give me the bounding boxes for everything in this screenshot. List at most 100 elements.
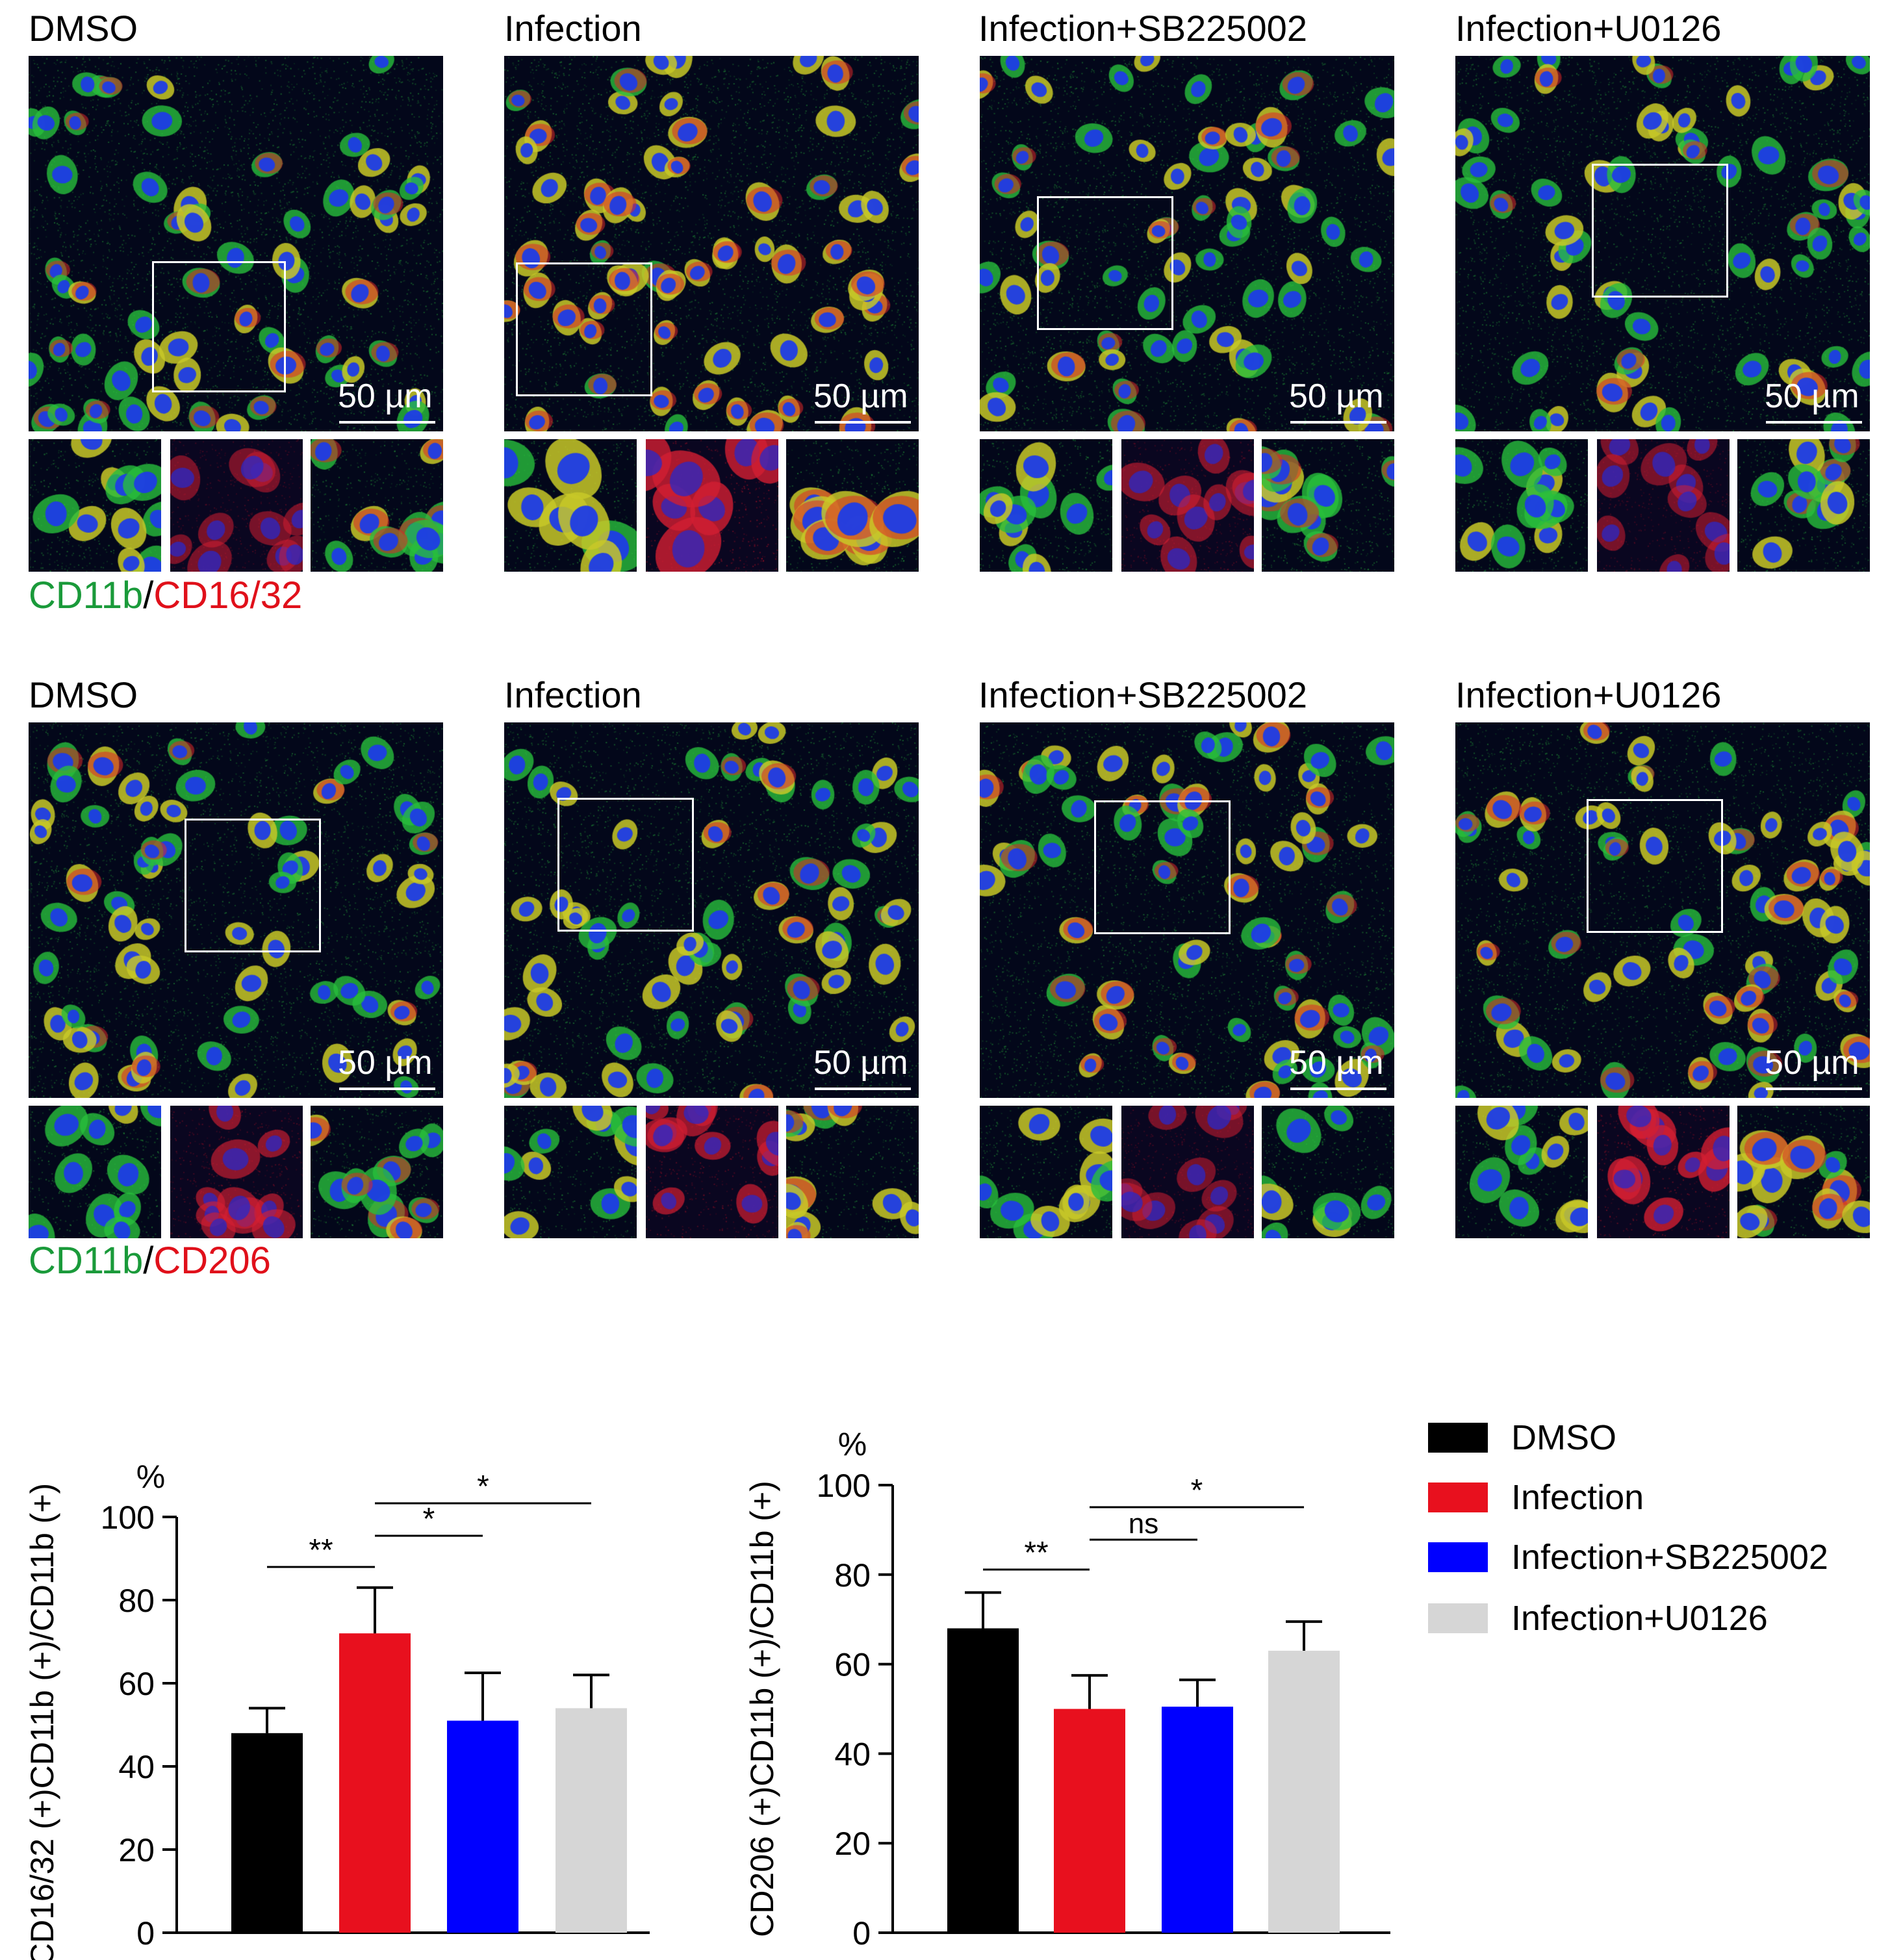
- inset-merged: [786, 1106, 919, 1238]
- inset-green-channel: [1455, 439, 1588, 572]
- stain-label-separator: /: [143, 574, 154, 617]
- scale-bar: [339, 1088, 435, 1090]
- bar-dmso: [231, 1733, 303, 1933]
- scale-bar-label: 50 µm: [1765, 377, 1859, 415]
- legend-swatch-infection-u0126: [1428, 1603, 1488, 1633]
- y-tick-label: 100: [101, 1499, 155, 1536]
- y-tick-label: 0: [136, 1915, 155, 1952]
- inset-green-channel: [504, 1106, 637, 1238]
- panel-title-infection-u0126: Infection+U0126: [1455, 674, 1722, 715]
- inset-red-channel: [170, 439, 303, 572]
- inset-red-channel: [646, 439, 778, 572]
- bar-dmso: [947, 1628, 1019, 1933]
- y-axis-title: CD16/32 (+)CD11b (+)/CD11b (+): [24, 1483, 60, 1960]
- panel-title-infection-u0126: Infection+U0126: [1455, 8, 1722, 49]
- panel-title-dmso: DMSO: [29, 674, 138, 715]
- inset-region-box: [516, 262, 652, 396]
- significance-label: ns: [1129, 1508, 1158, 1540]
- significance-label: **: [309, 1533, 333, 1568]
- y-tick-label: 60: [834, 1647, 871, 1683]
- inset-region-box: [152, 261, 286, 392]
- bar-infection-u0126: [556, 1708, 627, 1933]
- y-tick-label: 0: [852, 1915, 871, 1952]
- panel-title-infection-sb225002: Infection+SB225002: [978, 8, 1307, 49]
- scale-bar-label: 50 µm: [1289, 1044, 1384, 1082]
- inset-region-box: [185, 819, 321, 952]
- legend-swatch-infection: [1428, 1483, 1488, 1512]
- scale-bar-label: 50 µm: [813, 1044, 908, 1082]
- y-tick-label: 20: [118, 1832, 155, 1868]
- stain-label-red: CD206: [153, 1240, 271, 1282]
- micrograph-dmso: 50 µm: [29, 56, 443, 431]
- y-tick-label: 60: [118, 1666, 155, 1702]
- inset-region-box: [1592, 164, 1728, 298]
- inset-green-channel: [1455, 1106, 1588, 1238]
- inset-merged: [1737, 1106, 1870, 1238]
- bar-infection-u0126: [1268, 1650, 1340, 1933]
- inset-red-channel: [1597, 439, 1730, 572]
- stain-label: CD11b/CD206: [29, 1242, 271, 1280]
- legend-label-infection: Infection: [1511, 1478, 1644, 1517]
- inset-green-channel: [504, 439, 637, 572]
- legend-label-infection-sb225002: Infection+SB225002: [1511, 1538, 1828, 1577]
- inset-red-channel: [1121, 1106, 1254, 1238]
- inset-green-channel: [980, 439, 1112, 572]
- scale-bar: [1290, 1088, 1386, 1090]
- panel-title-infection-sb225002: Infection+SB225002: [978, 674, 1307, 715]
- stain-label-green: CD11b: [29, 1240, 144, 1282]
- inset-region-box: [1094, 800, 1231, 934]
- scale-bar: [1766, 1088, 1862, 1090]
- significance-label: *: [477, 1470, 489, 1504]
- y-unit-label: %: [136, 1458, 165, 1495]
- micrograph-infection: 50 µm: [504, 722, 919, 1098]
- stain-label: CD11b/CD16/32: [29, 577, 302, 615]
- y-tick-label: 40: [834, 1736, 871, 1772]
- inset-region-box: [1587, 799, 1723, 933]
- inset-green-channel: [29, 439, 161, 572]
- micrograph-infection-u0126: 50 µm: [1455, 722, 1870, 1098]
- inset-green-channel: [29, 1106, 161, 1238]
- y-axis-title: CD206 (+)CD11b (+)/CD11b (+): [744, 1481, 780, 1937]
- inset-merged: [311, 1106, 443, 1238]
- micrograph-dmso: 50 µm: [29, 722, 443, 1098]
- inset-red-channel: [170, 1106, 303, 1238]
- scale-bar-label: 50 µm: [1289, 377, 1384, 415]
- bar-infection: [1054, 1709, 1125, 1933]
- significance-label: *: [423, 1502, 435, 1536]
- stain-label-red: CD16/32: [153, 574, 303, 617]
- bar-infection-sb225002: [1162, 1707, 1233, 1933]
- scale-bar: [1290, 421, 1386, 424]
- y-tick-label: 20: [834, 1826, 871, 1862]
- scale-bar: [1766, 421, 1862, 424]
- legend-label-infection-u0126: Infection+U0126: [1511, 1599, 1768, 1638]
- scale-bar-label: 50 µm: [338, 1044, 433, 1082]
- micrograph-infection-sb225002: 50 µm: [980, 722, 1394, 1098]
- inset-merged: [1262, 1106, 1394, 1238]
- scale-bar-label: 50 µm: [813, 377, 908, 415]
- inset-red-channel: [1597, 1106, 1730, 1238]
- scale-bar-label: 50 µm: [338, 377, 433, 415]
- inset-merged: [311, 439, 443, 572]
- y-tick-label: 80: [834, 1557, 871, 1594]
- significance-label: *: [1191, 1473, 1203, 1508]
- inset-region-box: [1037, 196, 1173, 330]
- y-tick-label: 40: [118, 1749, 155, 1785]
- inset-red-channel: [1121, 439, 1254, 572]
- legend-swatch-infection-sb225002: [1428, 1542, 1488, 1572]
- inset-red-channel: [646, 1106, 778, 1238]
- bar-infection-sb225002: [447, 1720, 518, 1933]
- y-tick-label: 80: [118, 1583, 155, 1619]
- inset-merged: [786, 439, 919, 572]
- stain-label-separator: /: [143, 1240, 154, 1282]
- micrograph-infection-u0126: 50 µm: [1455, 56, 1870, 431]
- y-unit-label: %: [838, 1426, 867, 1462]
- inset-merged: [1737, 439, 1870, 572]
- legend-swatch-dmso: [1428, 1423, 1488, 1453]
- scale-bar-label: 50 µm: [1765, 1044, 1859, 1082]
- panel-title-infection: Infection: [504, 674, 642, 715]
- inset-merged: [1262, 439, 1394, 572]
- legend-label-dmso: DMSO: [1511, 1418, 1616, 1457]
- micrograph-infection: 50 µm: [504, 56, 919, 431]
- stain-label-green: CD11b: [29, 574, 144, 617]
